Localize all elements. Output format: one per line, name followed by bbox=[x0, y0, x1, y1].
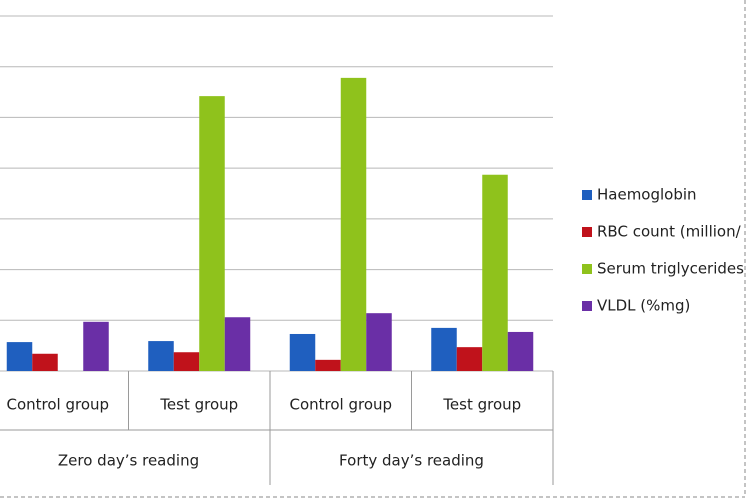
x-tick-label: Control group bbox=[289, 396, 392, 414]
x-tick-label: Test group bbox=[442, 396, 521, 414]
bar bbox=[148, 341, 174, 371]
legend-swatch bbox=[582, 190, 592, 200]
bar bbox=[6, 342, 33, 371]
legend-label: Haemoglobin bbox=[597, 186, 697, 204]
bar bbox=[366, 313, 392, 371]
legend-label: VLDL (%mg) bbox=[597, 297, 690, 315]
group-label: Zero day’s reading bbox=[58, 452, 199, 470]
bar bbox=[431, 327, 457, 371]
x-tick-label: Control group bbox=[6, 396, 109, 414]
bar bbox=[456, 347, 483, 371]
bar bbox=[289, 333, 316, 371]
bar bbox=[32, 353, 58, 371]
bar bbox=[173, 352, 200, 371]
legend-swatch bbox=[582, 301, 592, 311]
x-tick-label: Test group bbox=[159, 396, 238, 414]
group-label: Forty day’s reading bbox=[339, 452, 484, 470]
legend-swatch bbox=[582, 264, 592, 274]
bar bbox=[315, 359, 341, 371]
legend-label: RBC count (million/ bbox=[597, 223, 742, 241]
bar bbox=[199, 96, 225, 371]
bar bbox=[507, 331, 534, 371]
bar bbox=[340, 77, 367, 371]
bar bbox=[224, 317, 251, 371]
legend-swatch bbox=[582, 227, 592, 237]
bar bbox=[482, 174, 508, 371]
bar bbox=[83, 321, 109, 371]
legend-label: Serum triglycerides bbox=[597, 260, 744, 278]
